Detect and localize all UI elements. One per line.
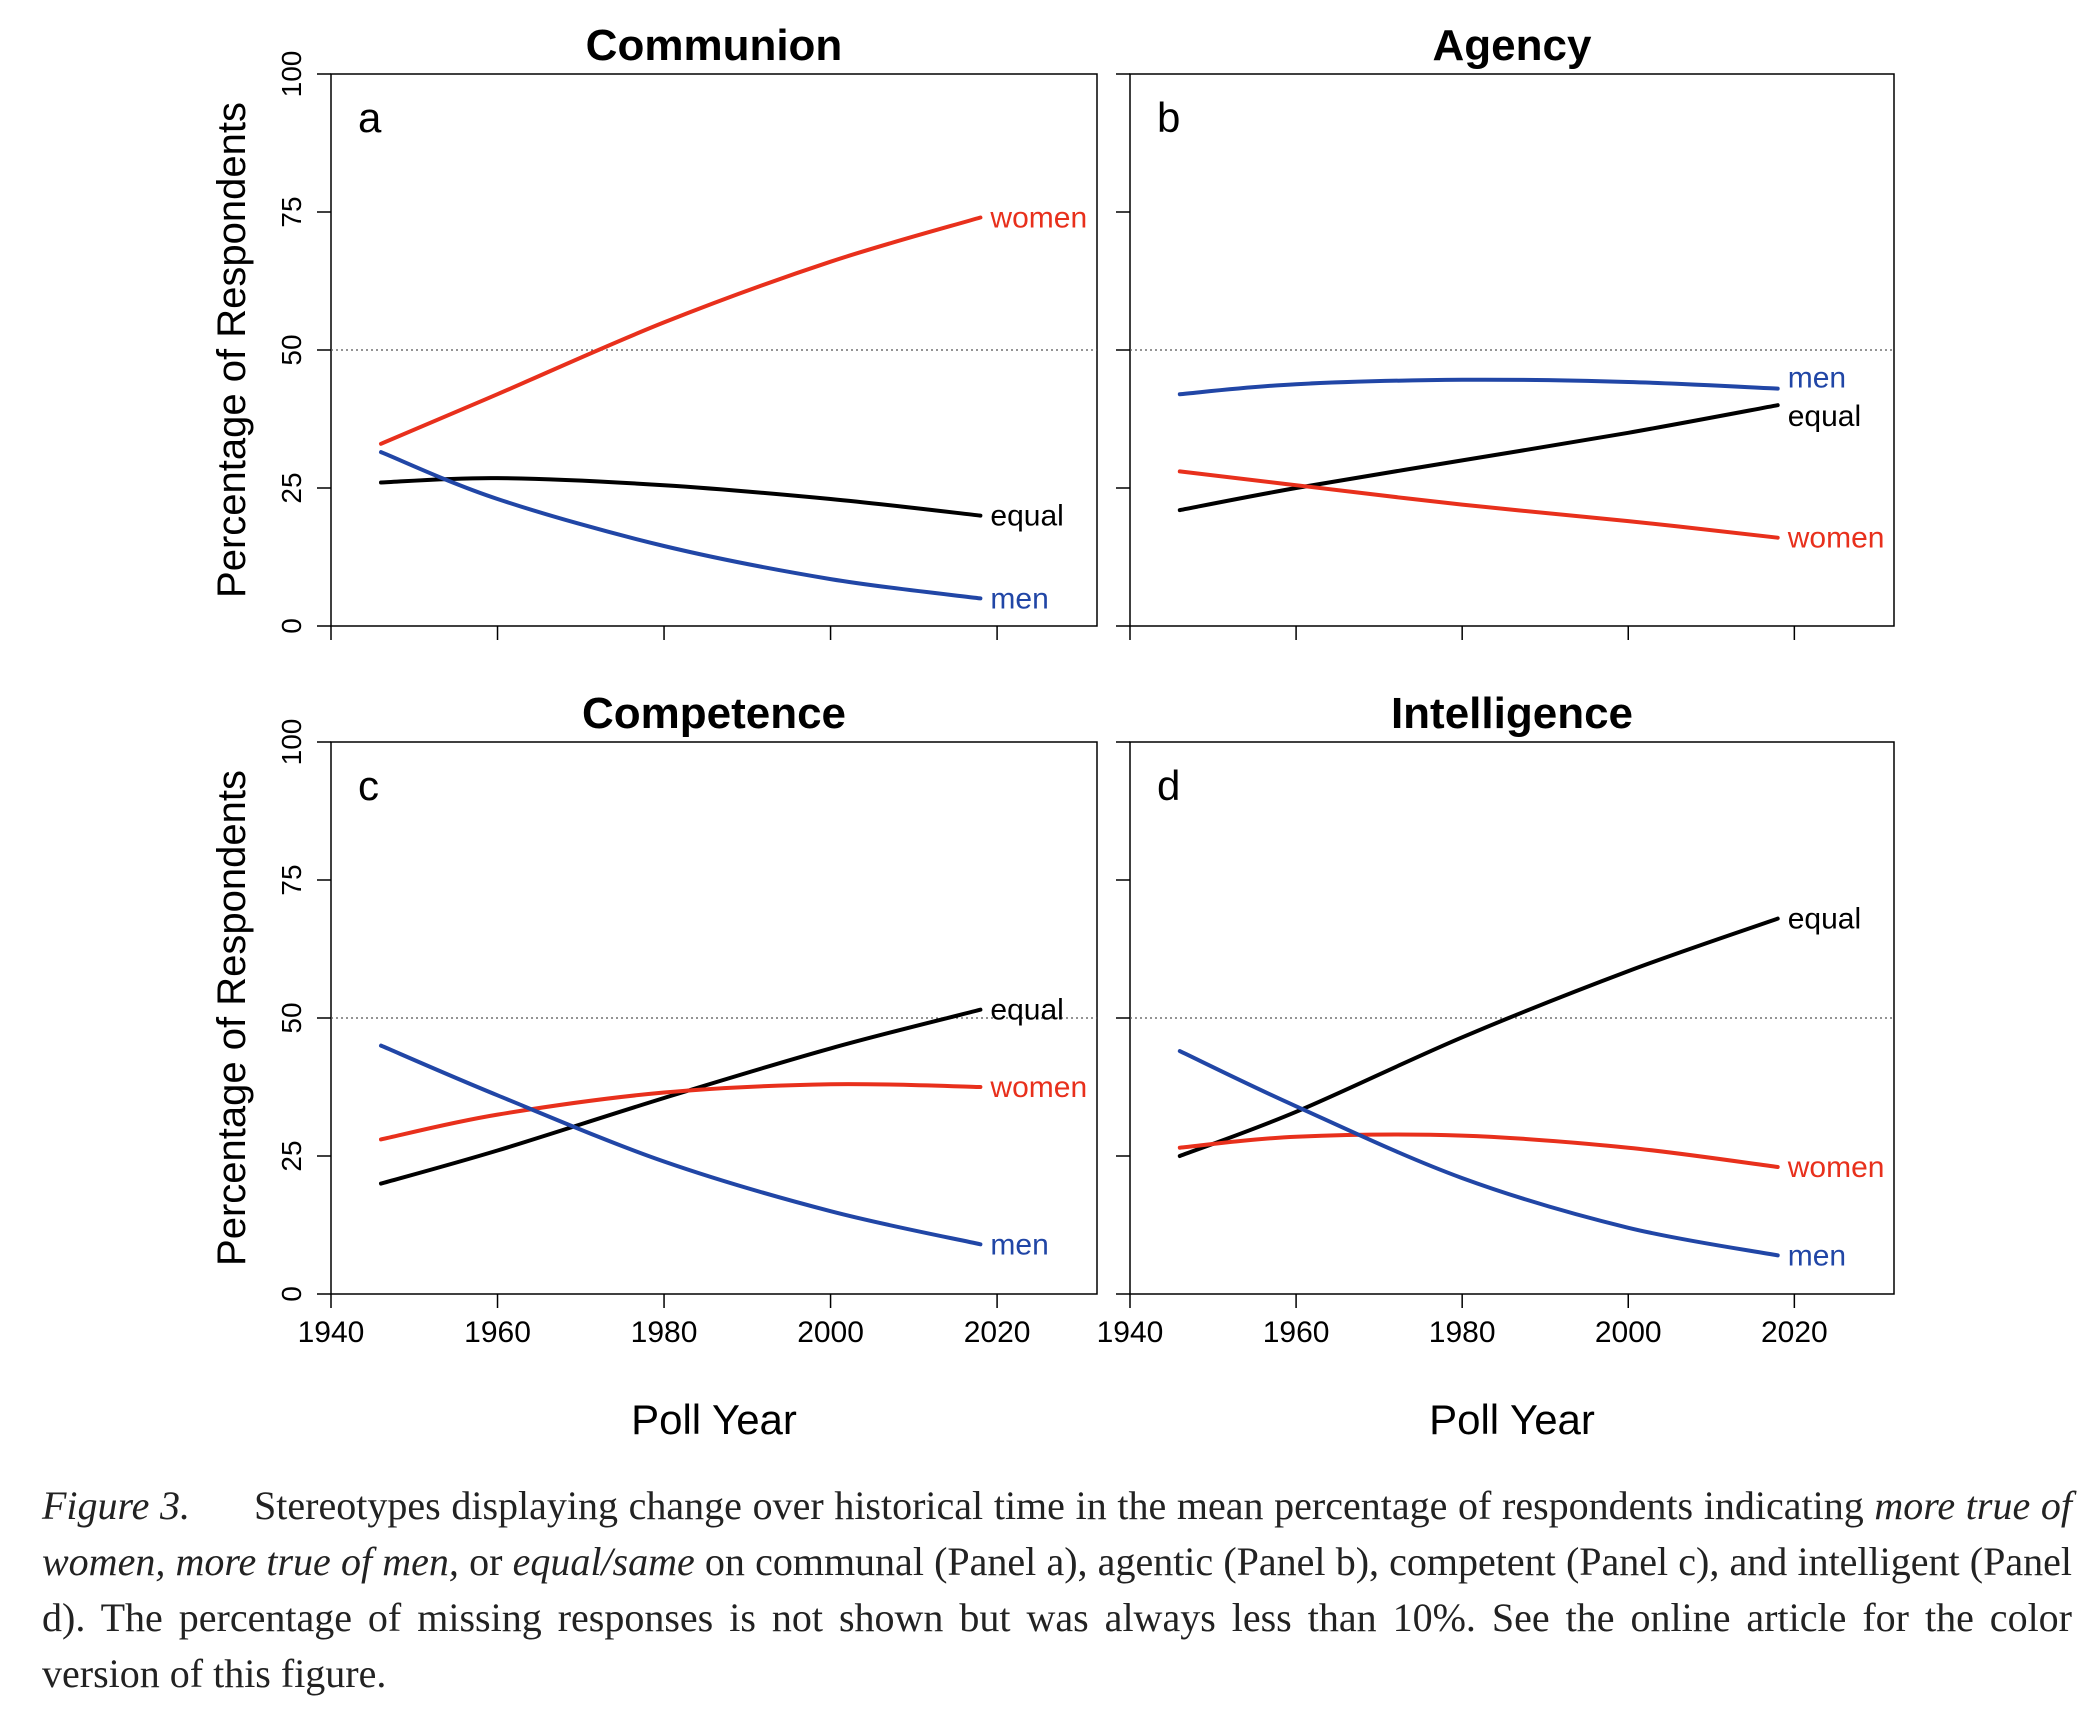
series-label-men: men xyxy=(1788,1239,1846,1272)
y-tick-label: 100 xyxy=(276,719,307,766)
x-tick-label: 1940 xyxy=(1097,1316,1164,1349)
series-line-men xyxy=(1177,377,1780,397)
series-line-women xyxy=(1177,469,1780,540)
panel-c: Competence c 0 25 50 75 100 Percentage of Respo… xyxy=(210,689,1098,1443)
series-line-equal xyxy=(379,1007,983,1186)
series-line-women xyxy=(379,1082,983,1142)
series-line-equal xyxy=(1177,403,1780,513)
series-line-men xyxy=(379,450,983,601)
x-tick-label: 1980 xyxy=(1429,1316,1496,1349)
caption-text-3: on communal (Panel a), agentic (Panel b)… xyxy=(42,1539,2072,1696)
panel-b: Agency b men equal women xyxy=(1116,21,1895,640)
panel-label: c xyxy=(358,762,379,809)
panel-title: Agency xyxy=(1433,21,1592,70)
panel-title: Competence xyxy=(582,689,846,738)
panel-label: d xyxy=(1157,762,1180,809)
series-line-men xyxy=(1177,1049,1780,1258)
y-tick-label: 25 xyxy=(276,1140,307,1171)
panel-label: b xyxy=(1157,94,1180,141)
y-tick-label: 75 xyxy=(276,196,307,227)
series-line-women xyxy=(379,215,983,446)
caption-figure-label: Figure 3. xyxy=(42,1483,191,1528)
y-tick-label: 50 xyxy=(276,334,307,365)
y-tick-label: 0 xyxy=(276,1286,307,1302)
y-axis-label: Percentage of Respondents xyxy=(210,770,254,1266)
panel-title: Communion xyxy=(586,21,843,70)
x-axis-label: Poll Year xyxy=(631,1396,797,1443)
panel-d: Intelligence d 1940 1960 1980 2000 2020 Poll Ye… xyxy=(1097,689,1895,1443)
panel-title: Intelligence xyxy=(1391,689,1633,738)
x-tick-label: 1940 xyxy=(298,1316,365,1349)
series-line-women xyxy=(1177,1132,1780,1169)
caption-text-2: or xyxy=(458,1539,513,1584)
series-label-women: women xyxy=(1787,522,1885,555)
x-tick-label: 2020 xyxy=(964,1316,1031,1349)
x-tick-label: 2000 xyxy=(797,1316,864,1349)
caption-italic-1: more true of women, more true of men, xyxy=(42,1483,2072,1584)
series-line-men xyxy=(379,1043,983,1247)
series-label-equal: equal xyxy=(990,500,1063,533)
y-tick-label: 25 xyxy=(276,472,307,503)
x-tick-label: 1980 xyxy=(631,1316,698,1349)
y-axis-label: Percentage of Respondents xyxy=(210,102,254,598)
series-label-women: women xyxy=(989,1071,1087,1104)
caption-italic-2: equal/same xyxy=(512,1539,695,1584)
y-tick-label: 50 xyxy=(276,1002,307,1033)
series-label-equal: equal xyxy=(1788,903,1861,936)
series-label-equal: equal xyxy=(990,994,1063,1027)
x-tick-label: 2000 xyxy=(1595,1316,1662,1349)
panel-a: Communion a 0 25 50 75 100 Percentage of Respon… xyxy=(210,21,1098,640)
y-tick-label: 75 xyxy=(276,864,307,895)
series-label-men: men xyxy=(990,1228,1048,1261)
caption-text-1: Stereotypes displaying change over histo… xyxy=(254,1483,1875,1528)
x-axis-label: Poll Year xyxy=(1429,1396,1595,1443)
series-label-men: men xyxy=(990,582,1048,615)
x-tick-label: 2020 xyxy=(1761,1316,1828,1349)
figure-caption: Figure 3. Stereotypes displaying change o… xyxy=(42,1478,2072,1702)
series-label-men: men xyxy=(1788,362,1846,395)
series-label-women: women xyxy=(989,202,1087,235)
series-label-women: women xyxy=(1787,1151,1885,1184)
series-label-equal: equal xyxy=(1788,400,1861,433)
y-tick-label: 100 xyxy=(276,51,307,98)
series-line-equal xyxy=(1177,916,1780,1158)
series-line-equal xyxy=(379,476,983,518)
x-tick-label: 1960 xyxy=(1263,1316,1330,1349)
x-tick-label: 1960 xyxy=(464,1316,531,1349)
panel-label: a xyxy=(358,94,382,141)
y-tick-label: 0 xyxy=(276,618,307,634)
